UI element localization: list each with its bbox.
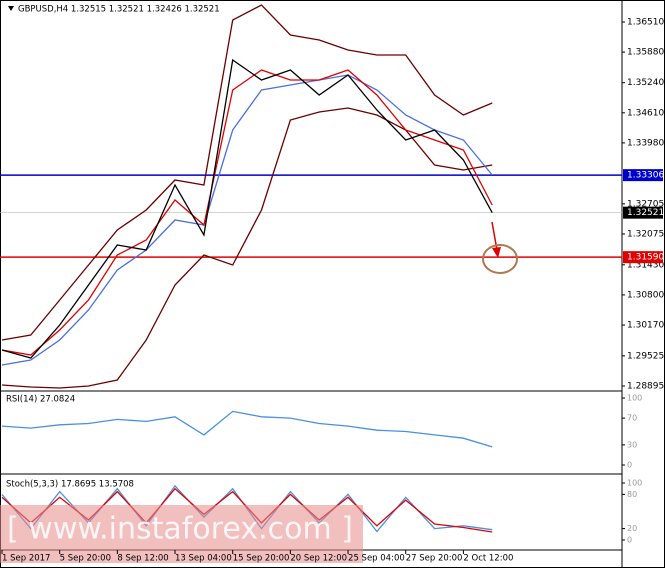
x-tick-label: 25 Sep 04:00 xyxy=(348,554,405,564)
level-label: 1.33306 xyxy=(627,171,664,181)
y-tick-label: 1.32705 xyxy=(627,199,664,209)
y-tick-label: 100 xyxy=(627,479,642,488)
y-tick-label: 1.29525 xyxy=(627,351,664,361)
y-tick-label: 1.32075 xyxy=(627,229,664,239)
panel-title: Stoch(5,3,3) 17.8695 13.5708 xyxy=(6,480,134,490)
series-line xyxy=(1,107,493,389)
series-line xyxy=(1,74,493,366)
series-line xyxy=(1,58,493,359)
x-tick-label: 27 Sep 20:00 xyxy=(406,554,463,564)
y-tick-label: 70 xyxy=(627,414,637,423)
x-tick-label: 13 Sep 04:00 xyxy=(175,554,232,564)
series-line xyxy=(1,4,493,341)
series-line xyxy=(1,69,493,356)
y-tick-label: 1.36510 xyxy=(627,17,664,27)
panel-title: GBPUSD,H4 1.32515 1.32521 1.32426 1.3252… xyxy=(18,5,220,15)
watermark-band xyxy=(0,505,363,563)
level-label-box xyxy=(623,169,663,182)
y-tick-label: 20 xyxy=(627,524,637,533)
x-tick-label: 8 Sep 12:00 xyxy=(117,554,168,564)
y-tick-label: 1.30170 xyxy=(627,321,664,331)
last-price-box xyxy=(623,206,663,219)
y-tick-label: 80 xyxy=(627,490,637,499)
menu-icon xyxy=(8,6,14,11)
y-tick-label: 1.30800 xyxy=(627,290,664,300)
y-tick-label: 0 xyxy=(627,461,632,470)
level-label: 1.31590 xyxy=(627,253,664,263)
panel-title: RSI(14) 27.0824 xyxy=(6,395,75,405)
x-tick-label: 20 Sep 12:00 xyxy=(290,554,347,564)
y-tick-label: 1.33980 xyxy=(627,138,664,148)
y-tick-label: 100 xyxy=(627,394,642,403)
y-tick-label: 1.34610 xyxy=(627,108,664,118)
target-circle xyxy=(482,244,518,274)
series-line xyxy=(1,410,493,448)
watermark: [ www.instaforex.com ] xyxy=(7,512,353,547)
y-tick-label: 1.28895 xyxy=(627,381,664,391)
y-tick-label: 1.35240 xyxy=(627,78,664,88)
arrow-head xyxy=(492,247,501,258)
x-tick-label: 15 Sep 20:00 xyxy=(233,554,290,564)
x-tick-label: 5 Sep 20:00 xyxy=(60,554,111,564)
y-tick-label: 0 xyxy=(627,536,632,545)
last-price-label: 1.32521 xyxy=(627,208,664,218)
x-tick-label: 2 Oct 12:00 xyxy=(463,554,513,564)
y-tick-label: 30 xyxy=(627,440,637,449)
y-tick-label: 1.35880 xyxy=(627,48,664,58)
level-label-box xyxy=(623,251,663,264)
y-tick-label: 1.31430 xyxy=(627,260,664,270)
x-tick-label: 1 Sep 2017 xyxy=(2,554,50,564)
